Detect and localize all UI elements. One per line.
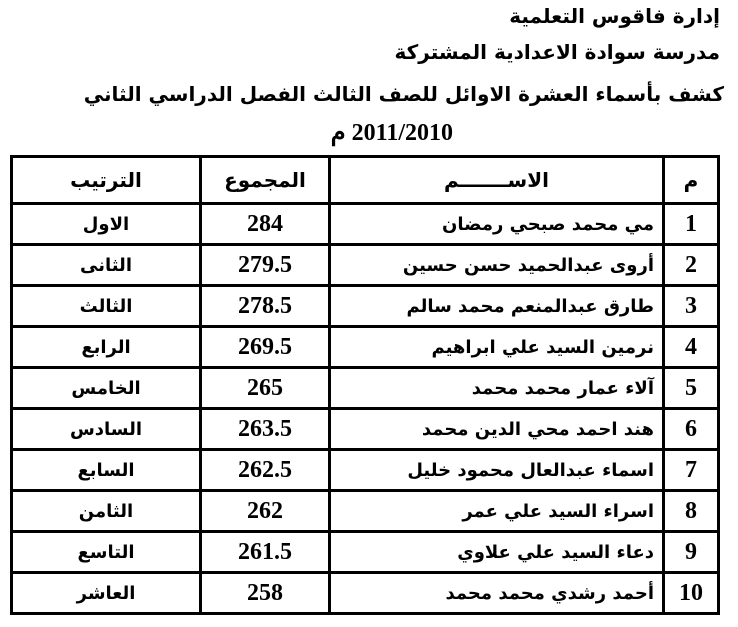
rank-number: 9 bbox=[662, 530, 720, 574]
rank-label: التاسع bbox=[10, 530, 202, 574]
table-row: 4 نرمين السيد علي ابراهيم 269.5 الرابع bbox=[10, 325, 720, 369]
student-name: دعاء السيد علي علاوي bbox=[328, 530, 665, 574]
total-score: 261.5 bbox=[199, 530, 331, 574]
header-line: 2011/2010 م bbox=[330, 120, 453, 146]
rank-number: 8 bbox=[662, 489, 720, 533]
rank-label: الثانى bbox=[10, 243, 202, 287]
student-name: مي محمد صبحي رمضان bbox=[328, 202, 665, 246]
table-row: 10 أحمد رشدي محمد محمد 258 العاشر bbox=[10, 571, 720, 615]
total-score: 262.5 bbox=[199, 448, 331, 492]
rank-label: العاشر bbox=[10, 571, 202, 615]
rank-number: 7 bbox=[662, 448, 720, 492]
rank-number: 2 bbox=[662, 243, 720, 287]
column-header: المجموع bbox=[199, 155, 331, 205]
table-row: 1 مي محمد صبحي رمضان 284 الاول bbox=[10, 202, 720, 246]
table-row: 5 آلاء عمار محمد محمد 265 الخامس bbox=[10, 366, 720, 410]
rank-label: الرابع bbox=[10, 325, 202, 369]
rank-label: السابع bbox=[10, 448, 202, 492]
rank-number: 1 bbox=[662, 202, 720, 246]
rank-label: السادس bbox=[10, 407, 202, 451]
column-header: الترتيب bbox=[10, 155, 202, 205]
student-name: آلاء عمار محمد محمد bbox=[328, 366, 665, 410]
table-row: 9 دعاء السيد علي علاوي 261.5 التاسع bbox=[10, 530, 720, 574]
column-header: الاســـــــم bbox=[328, 155, 665, 205]
rank-number: 4 bbox=[662, 325, 720, 369]
rank-number: 6 bbox=[662, 407, 720, 451]
student-name: هند احمد محي الدين محمد bbox=[328, 407, 665, 451]
total-score: 269.5 bbox=[199, 325, 331, 369]
total-score: 262 bbox=[199, 489, 331, 533]
total-score: 263.5 bbox=[199, 407, 331, 451]
total-score: 278.5 bbox=[199, 284, 331, 328]
rank-number: 3 bbox=[662, 284, 720, 328]
table-row: 2 أروى عبدالحميد حسن حسين 279.5 الثانى bbox=[10, 243, 720, 287]
header-line: كشف بأسماء العشرة الاوائل للصف الثالث ال… bbox=[83, 82, 724, 106]
rank-label: الثامن bbox=[10, 489, 202, 533]
total-score: 265 bbox=[199, 366, 331, 410]
rank-number: 5 bbox=[662, 366, 720, 410]
rank-label: الثالث bbox=[10, 284, 202, 328]
rank-label: الاول bbox=[10, 202, 202, 246]
column-header: م bbox=[662, 155, 720, 205]
rank-number: 10 bbox=[662, 571, 720, 615]
header-row: م الاســـــــم المجموع الترتيب bbox=[10, 155, 720, 205]
student-name: طارق عبدالمنعم محمد سالم bbox=[328, 284, 665, 328]
total-score: 258 bbox=[199, 571, 331, 615]
table-row: 6 هند احمد محي الدين محمد 263.5 السادس bbox=[10, 407, 720, 451]
student-name: أروى عبدالحميد حسن حسين bbox=[328, 243, 665, 287]
table-row: 7 اسماء عبدالعال محمود خليل 262.5 السابع bbox=[10, 448, 720, 492]
student-name: نرمين السيد علي ابراهيم bbox=[328, 325, 665, 369]
total-score: 279.5 bbox=[199, 243, 331, 287]
header-line: إدارة فاقوس التعلمية bbox=[509, 4, 720, 28]
ranking-table: م الاســـــــم المجموع الترتيب 1 مي محمد … bbox=[10, 155, 720, 615]
student-name: اسماء عبدالعال محمود خليل bbox=[328, 448, 665, 492]
rank-label: الخامس bbox=[10, 366, 202, 410]
student-name: أحمد رشدي محمد محمد bbox=[328, 571, 665, 615]
table-body: 1 مي محمد صبحي رمضان 284 الاول 2 أروى عبدالحم… bbox=[10, 202, 720, 615]
header-line: مدرسة سوادة الاعدادية المشتركة bbox=[394, 40, 720, 64]
table-row: 3 طارق عبدالمنعم محمد سالم 278.5 الثالث bbox=[10, 284, 720, 328]
table-row: 8 اسراء السيد علي عمر 262 الثامن bbox=[10, 489, 720, 533]
total-score: 284 bbox=[199, 202, 331, 246]
student-name: اسراء السيد علي عمر bbox=[328, 489, 665, 533]
